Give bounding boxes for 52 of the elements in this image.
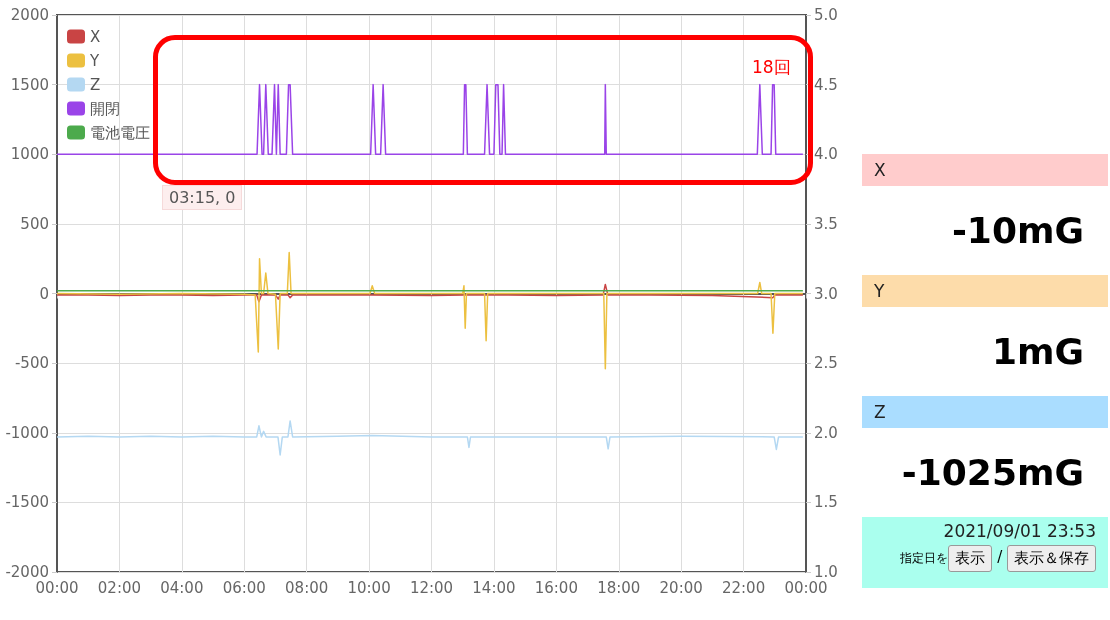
y2-tick-label: 3.5 [814,214,838,233]
y2-tick-label: 4.0 [814,145,838,164]
show-button[interactable]: 表示 [948,545,993,572]
y2-tick-label: 1.0 [814,563,838,581]
y-tick-label: 2000 [10,6,49,24]
line-series [56,283,804,303]
annotation: 18回 [752,56,791,79]
show-save-button[interactable]: 表示＆保存 [1007,545,1096,572]
x-tick-label: 14:00 [472,578,516,597]
x-tick-label: 04:00 [160,578,204,597]
y-tick-label: -500 [14,354,49,373]
text: 2021/09/01 23:53 [942,521,1096,541]
legend-label: 開閉 [90,99,120,118]
x-tick-label: 06:00 [222,578,266,597]
y-tick-label: 1500 [10,75,49,94]
line-series [56,420,804,456]
x-tick-label: 10:00 [347,578,391,597]
y2-tick-label: 2.5 [814,354,838,373]
x-tick-label: 20:00 [659,578,703,597]
x-tick-label: 22:00 [721,578,766,597]
x-tick-label: 00:00 [35,578,79,597]
y2-tick-label: 2.0 [814,423,838,442]
y2-tick-label: 3.0 [814,284,838,303]
x-tick-label: 16:00 [534,578,578,597]
x-tick-label: 02:00 [97,578,142,597]
legend-label: Z [90,75,101,94]
legend-label: X [90,27,101,46]
y-tick-label: -1500 [5,493,49,512]
text: -10mG [951,210,1084,251]
y-tick-label: 1000 [10,145,49,164]
y-tick-label: 0 [39,284,49,303]
y2-tick-label: 1.5 [814,493,838,512]
y-tick-label: -2000 [5,563,49,581]
annotation: 03:15, 0 [162,185,243,210]
y2-tick-label: 5.0 [814,6,838,24]
y2-tick-label: 4.5 [814,75,838,94]
category-label: X [862,154,1108,186]
x-tick-label: 12:00 [409,578,454,597]
line-series [56,251,804,370]
x-tick-label: 08:00 [285,578,329,597]
y-tick-label: 500 [20,214,49,233]
legend-label: Y [89,51,100,70]
y-tick-label: -1000 [5,423,49,442]
text: 指定日を [900,551,949,565]
x-tick-label: 00:00 [784,578,828,597]
text: -1025mG [901,452,1084,493]
category-label: Z [862,396,1108,428]
text: / [996,548,1004,566]
category-label: Y [862,275,1108,307]
text: 1mG [991,331,1084,372]
x-tick-label: 18:00 [597,578,641,597]
legend-label: 電池電圧 [90,123,150,142]
